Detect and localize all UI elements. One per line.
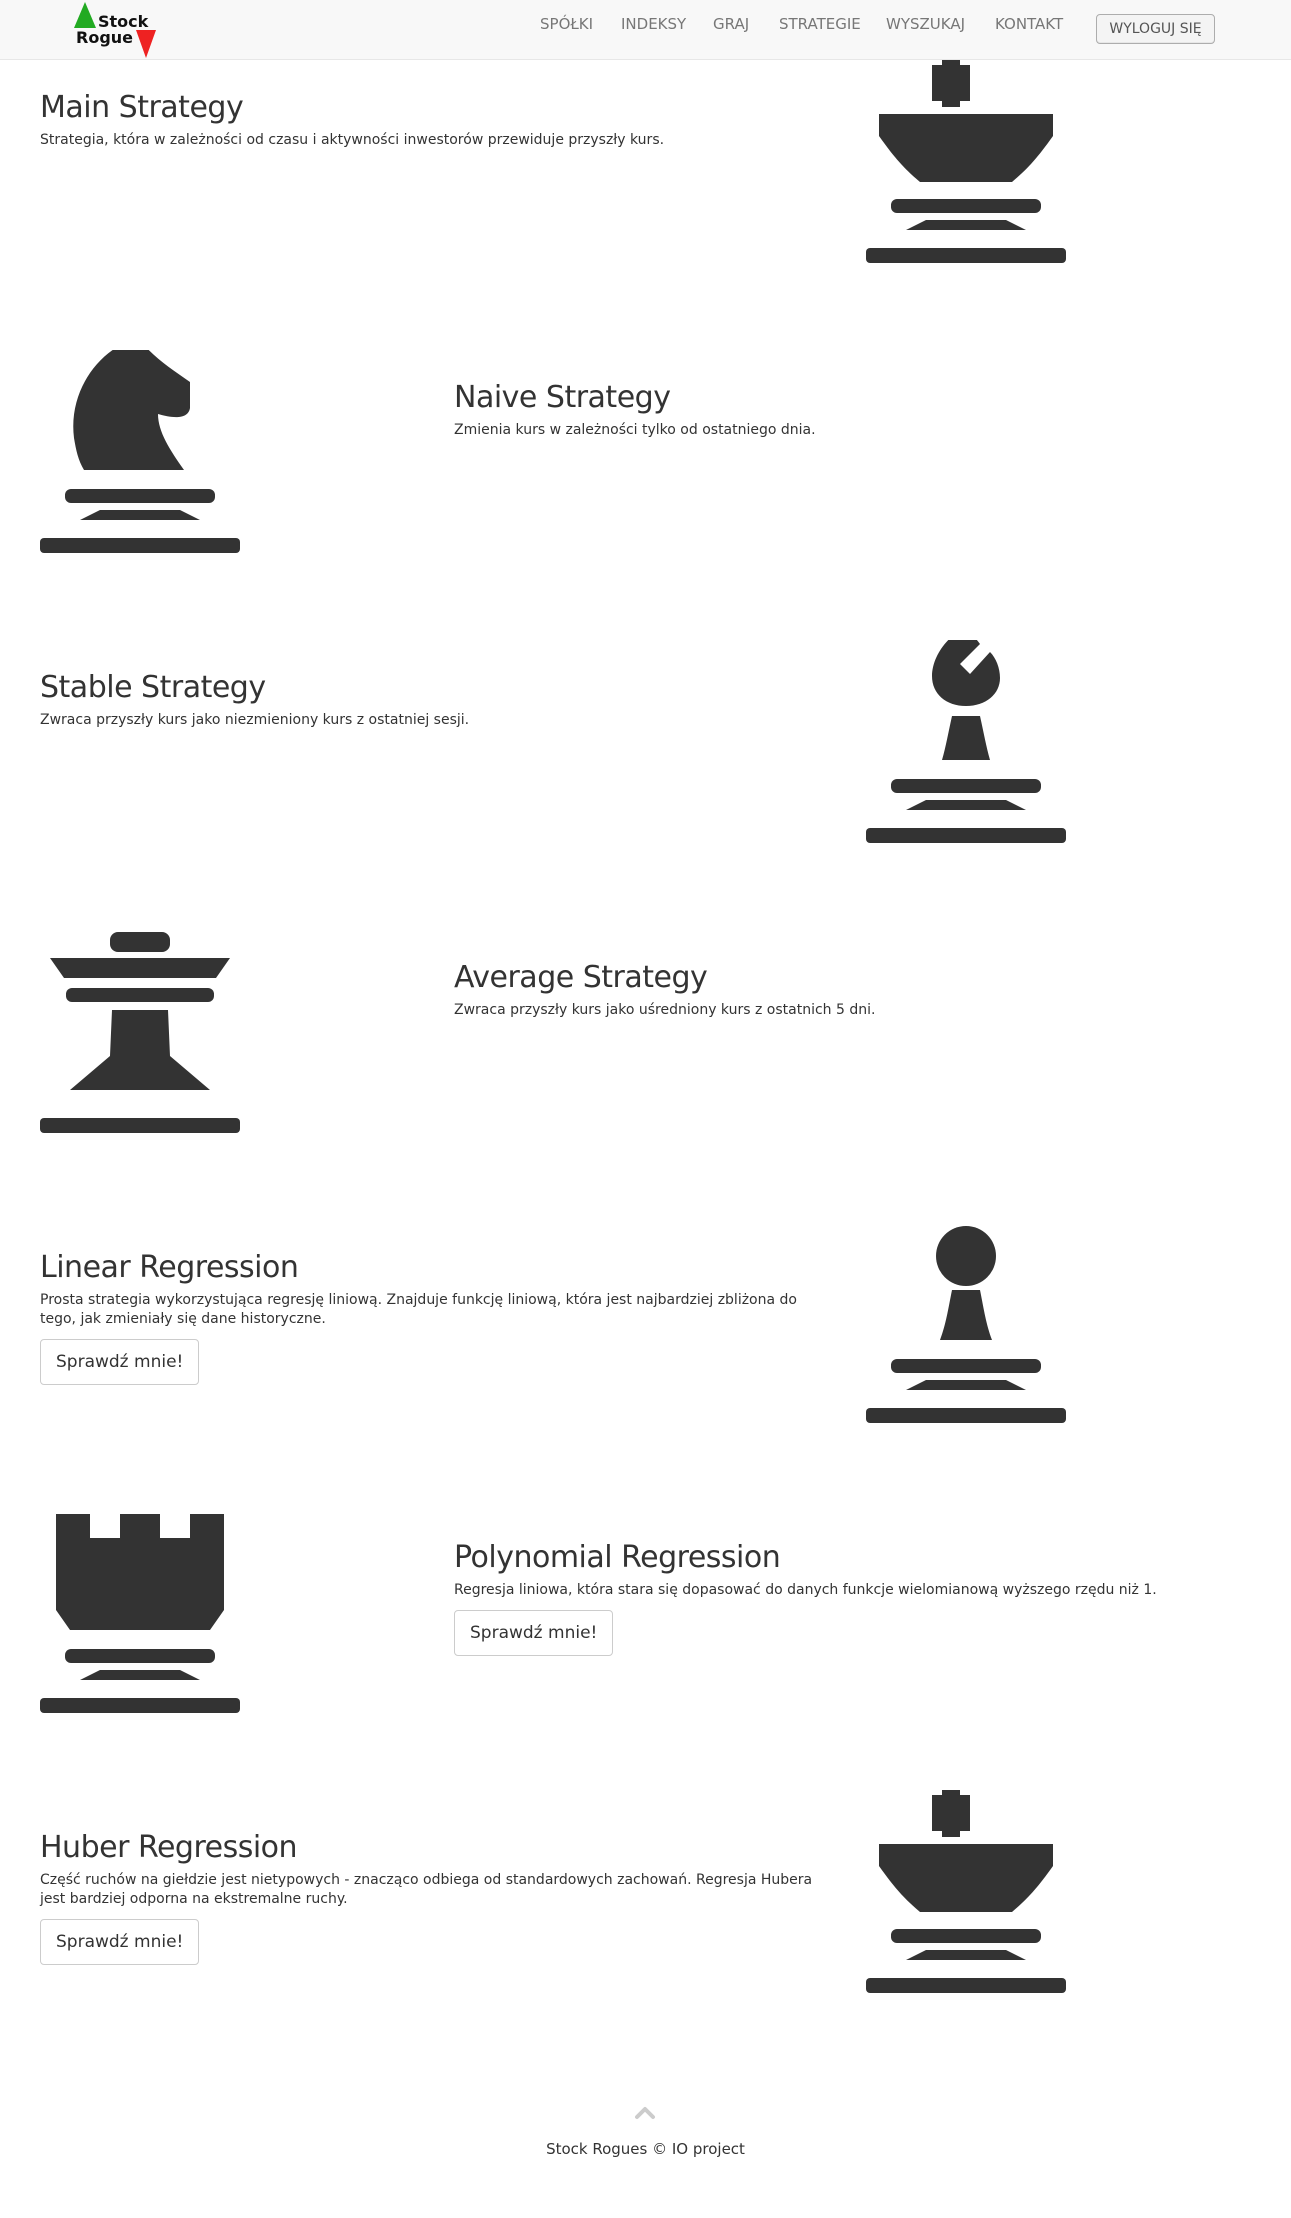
knight-icon xyxy=(40,350,240,570)
strategy-description: Zmienia kurs w zależności tylko od ostat… xyxy=(454,422,816,438)
strategy-title: Linear Regression xyxy=(40,1250,299,1285)
strategy-description: Zwraca przyszły kurs jako niezmieniony k… xyxy=(40,712,470,728)
strategy-text: Naive Strategy Zmienia kurs w zależności… xyxy=(454,380,1254,440)
brand-line1: Stock xyxy=(98,12,149,31)
strategy-section-huber: Huber Regression Część ruchów na giełdzi… xyxy=(0,1790,1291,2080)
king-icon xyxy=(866,1790,1066,2010)
nav-item-spolki[interactable]: SPÓŁKI xyxy=(540,15,594,33)
nav-item-indeksy[interactable]: INDEKSY xyxy=(621,15,687,33)
copyright-text: Stock Rogues © IO project xyxy=(546,2140,745,2158)
nav-item-strategie[interactable]: STRATEGIE xyxy=(779,15,861,33)
try-polynomial-regression-button[interactable]: Sprawdź mnie! xyxy=(454,1610,614,1656)
strategy-text: Huber Regression Część ruchów na giełdzi… xyxy=(40,1830,830,1965)
strategy-section-main: Main Strategy Strategia, która w zależno… xyxy=(0,60,1291,350)
strategy-section-stable: Stable Strategy Zwraca przyszły kurs jak… xyxy=(0,640,1291,930)
brand-line2: Rogue xyxy=(76,28,134,47)
strategy-section-linear: Linear Regression Prosta strategia wykor… xyxy=(0,1220,1291,1510)
chevron-up-icon[interactable] xyxy=(634,2106,656,2120)
strategy-title: Main Strategy xyxy=(40,90,244,125)
logo-triangles-icon xyxy=(74,2,156,58)
footer: Stock Rogues © IO project xyxy=(0,2100,1291,2218)
brand-logo[interactable]: Stock Rogue xyxy=(74,0,158,60)
strategy-description: Część ruchów na giełdzie jest nietypowyc… xyxy=(40,1872,813,1907)
nav-item-kontakt[interactable]: KONTAKT xyxy=(995,15,1064,33)
bishop-icon xyxy=(866,640,1066,860)
rook-icon xyxy=(40,1510,240,1730)
nav-item-graj[interactable]: GRAJ xyxy=(713,15,750,33)
strategy-title: Naive Strategy xyxy=(454,380,671,415)
strategy-description: Prosta strategia wykorzystująca regresję… xyxy=(40,1292,797,1327)
strategy-section-naive: Naive Strategy Zmienia kurs w zależności… xyxy=(0,350,1291,640)
try-linear-regression-button[interactable]: Sprawdź mnie! xyxy=(40,1339,200,1385)
strategy-description: Strategia, która w zależności od czasu i… xyxy=(40,132,665,148)
strategy-section-polynomial: Polynomial Regression Regresja liniowa, … xyxy=(0,1510,1291,1800)
strategy-text: Average Strategy Zwraca przyszły kurs ja… xyxy=(454,960,1254,1020)
strategy-text: Linear Regression Prosta strategia wykor… xyxy=(40,1250,830,1385)
navbar: Stock Rogue SPÓŁKI INDEKSY GRAJ STRATEGI… xyxy=(0,0,1291,60)
strategy-text: Polynomial Regression Regresja liniowa, … xyxy=(454,1540,1264,1656)
strategy-title: Average Strategy xyxy=(454,960,708,995)
logout-button[interactable]: WYLOGUJ SIĘ xyxy=(1096,14,1215,44)
strategy-text: Main Strategy Strategia, która w zależno… xyxy=(40,90,840,150)
nav-item-wyszukaj[interactable]: WYSZUKAJ xyxy=(886,15,966,33)
queen-icon xyxy=(40,930,240,1150)
strategy-section-average: Average Strategy Zwraca przyszły kurs ja… xyxy=(0,930,1291,1220)
king-icon xyxy=(866,60,1066,280)
strategy-title: Stable Strategy xyxy=(40,670,266,705)
strategy-text: Stable Strategy Zwraca przyszły kurs jak… xyxy=(40,670,840,730)
pawn-icon xyxy=(866,1220,1066,1440)
strategy-description: Zwraca przyszły kurs jako uśredniony kur… xyxy=(454,1002,876,1018)
try-huber-regression-button[interactable]: Sprawdź mnie! xyxy=(40,1919,200,1965)
strategy-description: Regresja liniowa, która stara się dopaso… xyxy=(454,1582,1157,1598)
strategy-title: Polynomial Regression xyxy=(454,1540,781,1575)
strategy-title: Huber Regression xyxy=(40,1830,298,1865)
